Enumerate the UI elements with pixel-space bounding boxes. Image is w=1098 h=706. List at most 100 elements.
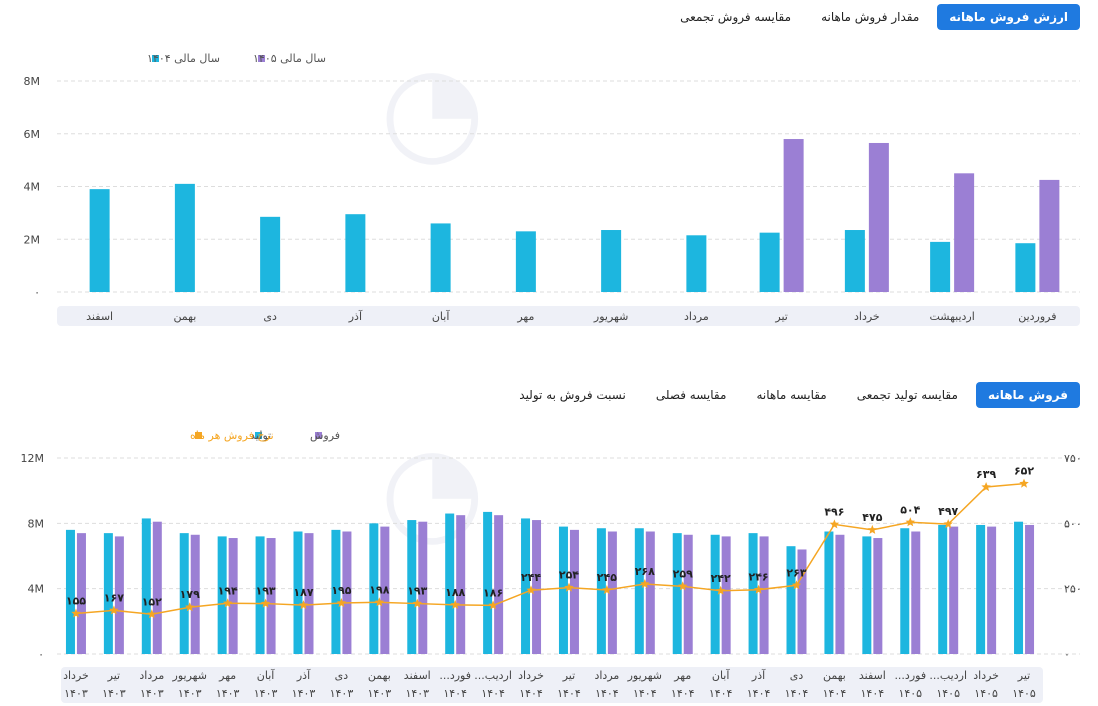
bar-sales (835, 534, 845, 654)
sales-rate-point (867, 524, 878, 534)
tab-sales-quantity[interactable]: مقدار فروش ماهانه (821, 10, 920, 24)
tab-cumulative-comparison[interactable]: مقایسه فروش تجمعی (680, 10, 792, 24)
bar (515, 231, 536, 292)
y-tick-label: 2M (24, 233, 41, 246)
x-tick-year: ۱۴۰۴ (519, 687, 543, 700)
bar (686, 235, 707, 292)
x-tick-year: ۱۴۰۳ (102, 687, 126, 700)
x-tick-year: ۱۴۰۴ (861, 687, 885, 700)
bar-sales (152, 521, 162, 654)
bar-production (824, 531, 834, 654)
x-tick-label: فروردین (1018, 310, 1056, 323)
y-tick-label: 12M (21, 452, 45, 465)
bar-sales (873, 538, 883, 654)
bar-sales (683, 534, 693, 654)
bar-production (407, 520, 417, 654)
y-tick-label: ۰ (38, 648, 44, 661)
x-tick-label: دی (790, 669, 804, 682)
bar-production (976, 524, 986, 654)
bar (759, 232, 780, 292)
data-label: ۱۷۹ (180, 588, 200, 601)
x-tick-year: ۱۴۰۴ (823, 687, 847, 700)
legend-label: نرخ فروش هر ماه (190, 429, 274, 442)
tab-monthly-comparison[interactable]: مقایسه ماهانه (756, 388, 827, 402)
x-tick-label: فورد... (439, 669, 471, 682)
tab-seasonal-comparison[interactable]: مقایسه فصلی (655, 388, 727, 402)
x-tick-label: خرداد (518, 669, 544, 682)
tab-monthly-sales[interactable]: فروش ماهانه (975, 382, 1080, 408)
data-label: ۱۹۳ (255, 585, 275, 598)
sales-rate-point (336, 598, 347, 608)
data-label: ۲۴۶ (748, 571, 768, 584)
sales-rate-point (374, 597, 385, 607)
bar-production (710, 534, 720, 654)
bar-production (369, 523, 379, 654)
x-axis-band (61, 667, 1043, 703)
sales-rate-point (905, 517, 915, 527)
tab-sales-production-ratio[interactable]: نسبت فروش به تولید (519, 388, 626, 402)
bar (601, 230, 622, 292)
data-label: ۱۵۵ (66, 594, 86, 607)
bar-sales (76, 533, 86, 654)
bar-production (521, 518, 531, 654)
x-tick-label: خرداد (63, 669, 89, 682)
bar-production (748, 533, 758, 654)
bar-sales (266, 538, 276, 654)
sales-rate-point (412, 598, 422, 608)
bar (868, 142, 889, 292)
x-tick-label: آذر (751, 668, 766, 682)
x-tick-label: بهمن (823, 669, 846, 682)
bar-production (179, 533, 189, 654)
sales-rate-point (71, 608, 81, 618)
sales-rate-point (791, 580, 802, 590)
bar-production (1014, 521, 1024, 654)
data-label: ۲۵۹ (673, 567, 693, 580)
x-tick-label: مهر (218, 669, 236, 682)
bar-sales (532, 520, 542, 654)
x-tick-label: آذر (296, 668, 311, 682)
sales-rate-point (1019, 478, 1029, 488)
x-tick-label: تیر (774, 310, 787, 323)
y-tick-label: 6M (24, 128, 41, 141)
x-tick-year: ۱۴۰۵ (974, 687, 998, 700)
x-tick-year: ۱۴۰۳ (140, 687, 164, 700)
sales-rate-point (602, 585, 612, 594)
bar-production (483, 511, 493, 654)
bar-production (217, 536, 227, 654)
sales-rate-point (678, 581, 688, 591)
x-tick-year: ۱۴۰۳ (330, 687, 354, 700)
data-label: ۱۸۷ (293, 586, 313, 599)
x-tick-year: ۱۴۰۴ (633, 687, 657, 700)
bar-sales (1025, 524, 1035, 654)
data-label: ۱۹۴ (218, 584, 238, 597)
bar-sales (911, 531, 921, 654)
bar-sales (114, 536, 124, 654)
data-label: ۴۹۶ (824, 505, 844, 518)
sales-rate-point (185, 602, 195, 612)
bar-sales (569, 529, 579, 654)
tab-sales-value[interactable]: ارزش فروش ماهانه (937, 4, 1080, 30)
x-tick-label: اسفند (86, 310, 113, 323)
x-axis-band (57, 306, 1080, 326)
data-label: ۱۹۵ (331, 584, 351, 597)
x-tick-label: دی (263, 310, 277, 323)
sales-rate-point (829, 519, 840, 529)
x-tick-label: شهریور (172, 669, 207, 682)
bar-sales (797, 549, 807, 654)
x-tick-year: ۱۴۰۴ (709, 687, 733, 700)
data-label: ۶۳۹ (976, 468, 996, 481)
bar-production (558, 526, 568, 654)
bar (345, 214, 366, 292)
top-tab-bar: ارزش فروش ماهانه مقدار فروش ماهانه مقایس… (668, 4, 1080, 30)
x-tick-label: مرداد (139, 669, 164, 682)
tab-cumulative-production[interactable]: مقایسه تولید تجمعی (856, 388, 958, 402)
sales-rate-point (298, 600, 309, 610)
sales-rate-point (260, 598, 271, 608)
x-tick-year: ۱۴۰۴ (747, 687, 771, 700)
sales-rate-point (640, 579, 650, 588)
sales-rate-point (943, 519, 953, 529)
data-label: ۲۴۵ (597, 571, 617, 584)
bar-sales (607, 531, 617, 654)
x-tick-year: ۱۴۰۵ (1012, 687, 1036, 700)
